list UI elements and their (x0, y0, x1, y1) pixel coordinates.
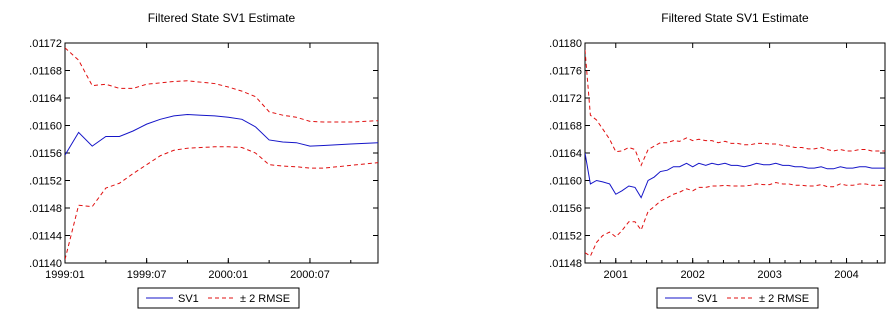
x-tick-label: 2002 (680, 269, 704, 281)
legend-label-rmse: ± 2 RMSE (240, 293, 290, 305)
legend-label-sv1: SV1 (697, 293, 718, 305)
plot-frame (584, 42, 886, 264)
y-tick-label: .01156 (29, 148, 62, 160)
legend: SV1 ± 2 RMSE (137, 287, 300, 309)
series-line-lower-band (585, 182, 885, 257)
x-tick-label: 2000:01 (208, 269, 248, 281)
chart-title: Filtered State SV1 Estimate (148, 11, 296, 25)
y-tick-label: .01160 (549, 176, 582, 188)
y-tick-label: .01172 (29, 38, 62, 50)
y-tick-label: .01144 (29, 231, 62, 243)
x-tick-label: 1999:01 (45, 269, 85, 281)
legend: SV1 ± 2 RMSE (656, 287, 819, 309)
x-tick-label: 2001 (604, 269, 628, 281)
plot-frame (64, 42, 379, 264)
chart-2: Filtered State SV1 Estimate .01148 .01152.… (549, 11, 886, 309)
legend-label-sv1: SV1 (178, 293, 199, 305)
y-tick-label: .01172 (549, 93, 582, 105)
y-tick-label: .01148 (549, 258, 582, 270)
y-tick-label: .01180 (549, 38, 582, 50)
series-line-upper-band (65, 47, 378, 123)
chart-title: Filtered State SV1 Estimate (661, 11, 809, 25)
x-tick-label: 1999:07 (127, 269, 167, 281)
y-tick-label: .01148 (29, 203, 62, 215)
y-tick-label: .01152 (29, 176, 62, 188)
series-line-sv1 (65, 113, 378, 156)
series-line-sv1 (585, 152, 885, 199)
series-line-upper-band (585, 49, 885, 167)
legend-label-rmse: ± 2 RMSE (759, 293, 809, 305)
y-tick-label: .01164 (29, 93, 62, 105)
chart-1: Filtered State SV1 Estimate .01140 .01144.… (29, 11, 379, 309)
y-tick-label: .01168 (29, 66, 62, 78)
x-tick-label: 2004 (834, 269, 858, 281)
series-line-lower-band (65, 146, 378, 260)
y-tick-label: .01156 (549, 203, 582, 215)
y-tick-label: .01168 (549, 121, 582, 133)
y-tick-label: .01164 (549, 148, 582, 160)
x-tick-label: 2003 (757, 269, 781, 281)
y-tick-label: .01140 (29, 258, 62, 270)
y-tick-label: .01176 (549, 66, 582, 78)
y-tick-label: .01152 (549, 231, 582, 243)
x-tick-label: 2000:07 (290, 269, 330, 281)
y-tick-label: .01160 (29, 121, 62, 133)
